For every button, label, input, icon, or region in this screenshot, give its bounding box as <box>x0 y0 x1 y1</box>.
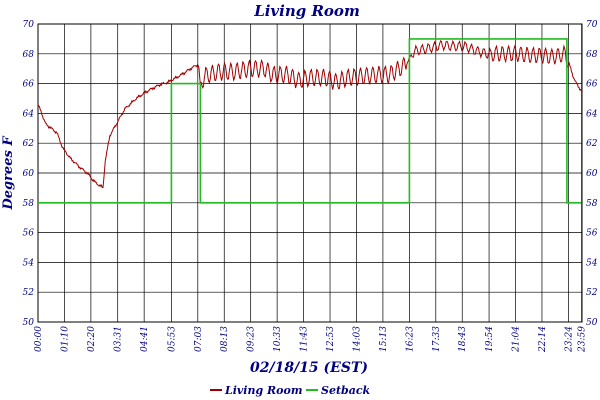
y-tick-label: 66 <box>23 80 35 90</box>
y-tick-label-right: 50 <box>586 318 598 328</box>
grid <box>37 23 582 323</box>
legend-label-living-room: Living Room <box>224 384 302 397</box>
x-tick-label: 22:14 <box>538 326 548 353</box>
y-tick-label-right: 58 <box>586 199 598 209</box>
tick-labels: 50 50 52 52 54 54 56 56 58 58 60 60 62 62 64 64 66 66 68 68… <box>23 20 598 353</box>
y-tick-label-right: 54 <box>586 258 598 268</box>
series-line-setback <box>38 38 582 204</box>
x-tick-label: 14:03 <box>352 326 362 352</box>
legend-label-setback: Setback <box>321 384 371 397</box>
y-tick-label-right: 62 <box>586 139 598 149</box>
x-tick-label: 08:13 <box>220 326 230 352</box>
y-tick-label-right: 70 <box>586 20 598 30</box>
y-tick-label: 64 <box>23 109 35 119</box>
x-tick-label: 04:41 <box>140 326 150 352</box>
x-tick-label: 23:59 <box>578 326 588 353</box>
y-tick-label: 54 <box>23 258 35 268</box>
x-tick-label: 07:03 <box>194 326 204 352</box>
x-tick-label: 19:54 <box>485 326 495 352</box>
x-tick-label: 15:13 <box>379 326 389 352</box>
chart-title: Living Room <box>253 2 360 20</box>
y-tick-label: 62 <box>23 139 35 149</box>
x-tick-label: 02:20 <box>87 326 97 352</box>
y-axis-label: Degrees F <box>1 136 16 211</box>
x-tick-label: 21:04 <box>512 326 522 353</box>
y-tick-label-right: 56 <box>586 229 598 239</box>
x-tick-label: 18:43 <box>458 326 468 352</box>
y-tick-label: 70 <box>23 20 35 30</box>
series-line-living-room <box>37 39 582 189</box>
y-tick-label-right: 52 <box>586 288 598 298</box>
y-tick-label: 52 <box>23 288 35 298</box>
y-tick-label: 58 <box>23 199 35 209</box>
legend-item-setback: Setback <box>306 384 371 397</box>
y-tick-label-right: 64 <box>586 109 598 119</box>
y-tick-label-right: 60 <box>586 169 598 179</box>
x-tick-label: 12:53 <box>326 326 336 352</box>
y-tick-label: 68 <box>23 50 35 60</box>
y-tick-label: 50 <box>23 318 35 328</box>
x-tick-label: 23:24 <box>564 326 574 353</box>
legend: Living Room Setback <box>210 384 371 397</box>
x-tick-label: 00:00 <box>34 326 44 352</box>
y-tick-label: 60 <box>23 169 35 179</box>
x-tick-label: 01:10 <box>60 326 70 352</box>
x-tick-label: 05:53 <box>167 326 177 352</box>
x-tick-label: 17:33 <box>432 326 442 352</box>
series-layer <box>37 38 582 204</box>
y-tick-label-right: 66 <box>586 80 598 90</box>
x-tick-label: 09:23 <box>247 326 257 352</box>
y-tick-label-right: 68 <box>586 50 598 60</box>
legend-item-living-room: Living Room <box>210 384 302 397</box>
y-tick-label: 56 <box>23 229 35 239</box>
x-tick-label: 16:23 <box>405 326 415 352</box>
x-axis-label: 02/18/15 (EST) <box>250 360 368 376</box>
x-tick-label: 11:43 <box>300 326 310 352</box>
x-tick-label: 10:33 <box>273 326 283 352</box>
x-tick-label: 03:31 <box>114 326 124 352</box>
